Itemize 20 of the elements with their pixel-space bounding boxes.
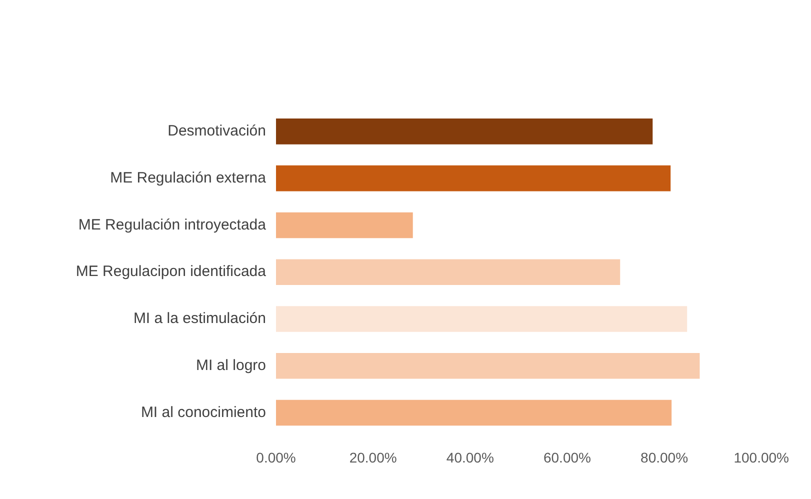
x-tick-label: 40.00% — [446, 449, 494, 466]
y-tick-label: MI a la estimulación — [133, 310, 266, 328]
y-tick-label: MI al conocimiento — [140, 404, 266, 421]
bar — [276, 212, 413, 238]
bar — [276, 352, 700, 379]
x-tick-label: 60.00% — [543, 449, 591, 466]
y-tick-label: ME Regulacipon identificada — [76, 263, 267, 280]
x-tick-label: 0.00% — [256, 449, 296, 466]
x-tick-label: 20.00% — [349, 449, 397, 466]
x-tick-label: 100.00% — [734, 449, 790, 466]
bar — [276, 306, 688, 332]
y-tick-label: MI al logro — [196, 357, 266, 374]
y-tick-label: ME Regulación introyectada — [78, 216, 267, 234]
y-tick-label: ME Regulación externa — [110, 169, 267, 186]
bar — [276, 118, 653, 144]
bar — [276, 259, 620, 285]
y-tick-label: Desmotivación — [168, 122, 266, 140]
bar — [276, 165, 671, 192]
bar — [276, 400, 672, 426]
x-tick-label: 80.00% — [640, 449, 688, 466]
